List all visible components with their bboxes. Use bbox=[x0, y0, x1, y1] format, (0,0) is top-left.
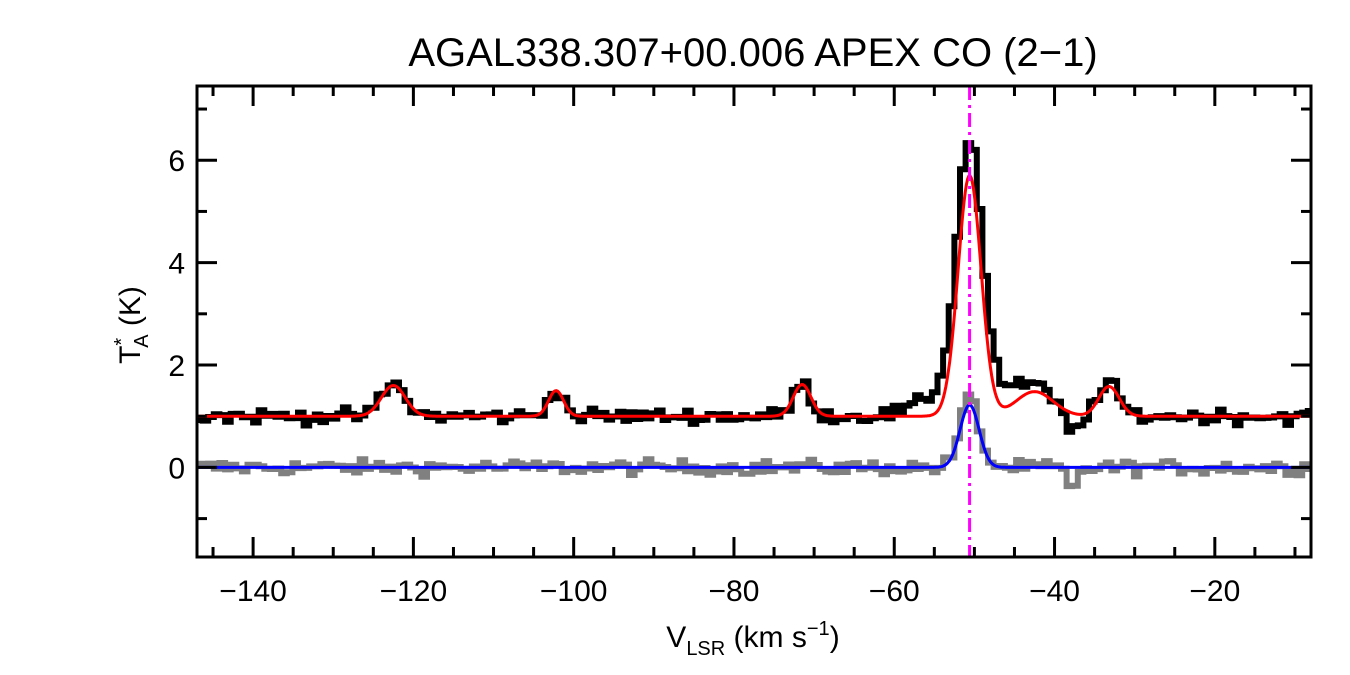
data-layer bbox=[197, 86, 1311, 557]
x-tick-label: −120 bbox=[380, 575, 448, 608]
x-tick-label: −140 bbox=[219, 575, 287, 608]
x-tick-label: −100 bbox=[540, 575, 608, 608]
x-tick-label: −80 bbox=[709, 575, 760, 608]
x-tick-label: −60 bbox=[869, 575, 920, 608]
x-tick-label: −40 bbox=[1029, 575, 1080, 608]
axes-frame bbox=[195, 84, 1313, 559]
y-tick-label: 0 bbox=[168, 452, 185, 485]
chart-title: AGAL338.307+00.006 APEX CO (2−1) bbox=[408, 31, 1097, 75]
x-axis-label: VLSR (km s−1) bbox=[666, 618, 839, 660]
y-tick-label: 6 bbox=[168, 145, 185, 178]
plot-frame bbox=[195, 84, 1313, 559]
y-tick-label: 2 bbox=[168, 350, 185, 383]
tick-labels: −140 −120 −100 −80 −60 −40 −20 0 2 4 6 bbox=[168, 145, 1240, 608]
series-0-spectrum bbox=[197, 140, 1311, 435]
y-tick-label: 4 bbox=[168, 248, 185, 281]
series-3-fit bbox=[197, 403, 1311, 469]
y-axis-label: T*A (K) bbox=[111, 286, 153, 364]
series-1-fit bbox=[197, 173, 1311, 418]
x-tick-label: −20 bbox=[1189, 575, 1240, 608]
